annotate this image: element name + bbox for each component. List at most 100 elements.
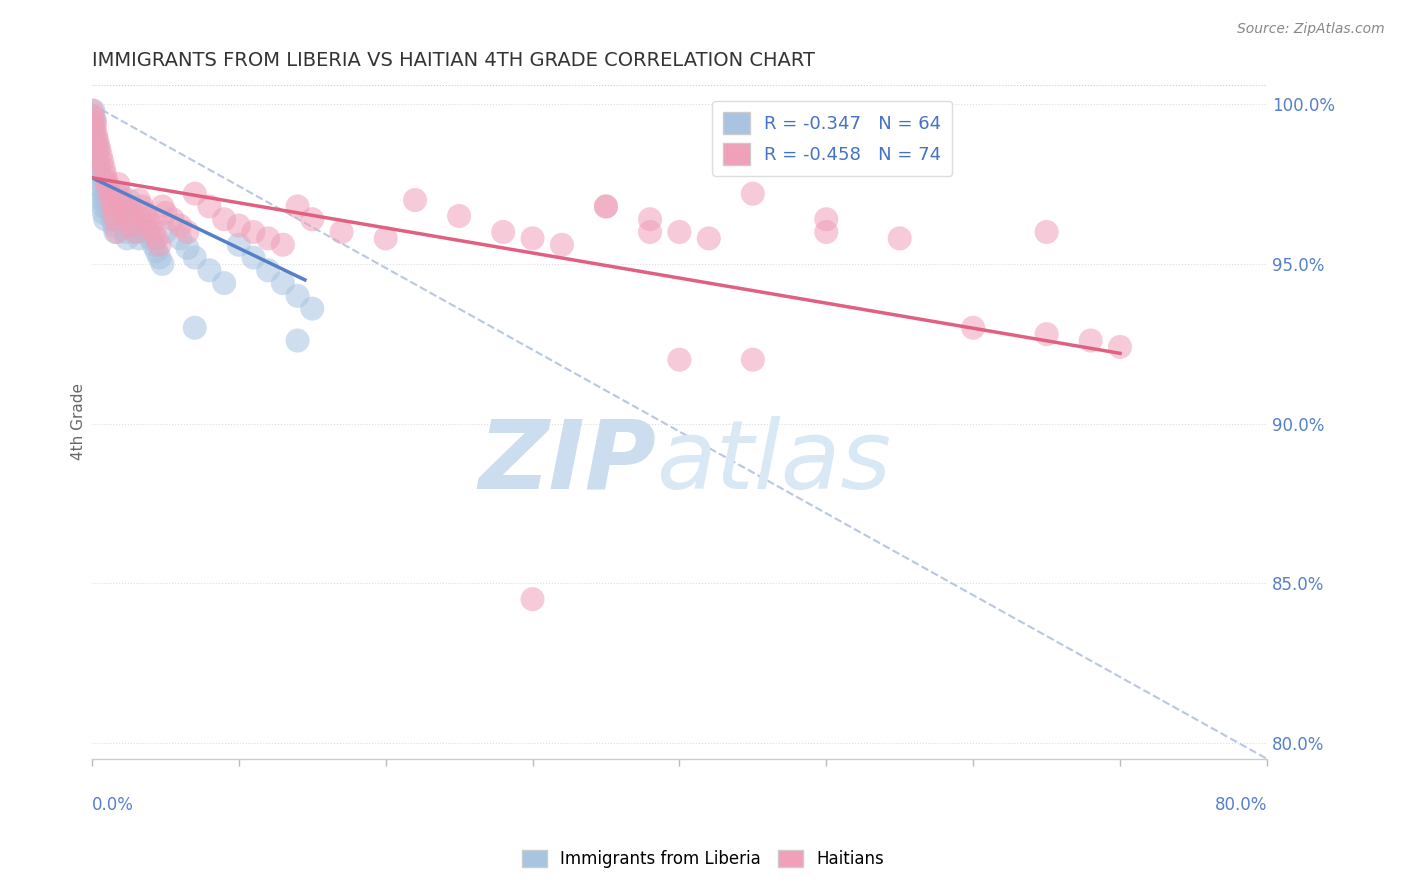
Point	[404, 193, 426, 207]
Point	[522, 592, 544, 607]
Point	[134, 219, 156, 233]
Point	[242, 225, 264, 239]
Point	[155, 225, 177, 239]
Text: IMMIGRANTS FROM LIBERIA VS HAITIAN 4TH GRADE CORRELATION CHART: IMMIGRANTS FROM LIBERIA VS HAITIAN 4TH G…	[91, 51, 815, 70]
Point	[139, 219, 162, 233]
Point	[91, 186, 114, 201]
Point	[287, 289, 309, 303]
Point	[103, 206, 125, 220]
Point	[449, 209, 471, 223]
Point	[120, 212, 142, 227]
Point	[87, 142, 110, 156]
Point	[184, 320, 207, 334]
Point	[287, 199, 309, 213]
Point	[90, 148, 112, 162]
Point	[82, 110, 104, 124]
Text: ZIP: ZIP	[478, 416, 657, 508]
Point	[94, 193, 117, 207]
Point	[136, 212, 159, 227]
Point	[162, 212, 184, 227]
Point	[257, 263, 280, 277]
Point	[94, 212, 117, 227]
Point	[638, 225, 661, 239]
Point	[83, 116, 105, 130]
Point	[301, 212, 323, 227]
Point	[120, 199, 142, 213]
Point	[122, 212, 145, 227]
Point	[125, 225, 148, 239]
Point	[87, 154, 110, 169]
Point	[551, 237, 574, 252]
Point	[741, 186, 763, 201]
Point	[184, 251, 207, 265]
Point	[87, 136, 110, 150]
Point	[169, 219, 191, 233]
Point	[139, 231, 162, 245]
Point	[145, 231, 167, 245]
Point	[815, 225, 838, 239]
Point	[89, 168, 111, 182]
Point	[176, 241, 198, 255]
Point	[198, 263, 221, 277]
Point	[212, 212, 235, 227]
Point	[148, 237, 170, 252]
Point	[94, 168, 117, 182]
Point	[131, 199, 153, 213]
Point	[889, 231, 911, 245]
Point	[101, 212, 124, 227]
Point	[104, 212, 127, 227]
Text: atlas: atlas	[657, 416, 891, 508]
Legend: Immigrants from Liberia, Haitians: Immigrants from Liberia, Haitians	[516, 843, 890, 875]
Point	[115, 206, 138, 220]
Point	[98, 186, 121, 201]
Point	[97, 180, 120, 194]
Point	[1035, 327, 1057, 342]
Point	[145, 244, 167, 259]
Point	[184, 186, 207, 201]
Point	[125, 225, 148, 239]
Point	[595, 199, 617, 213]
Point	[198, 199, 221, 213]
Point	[114, 225, 136, 239]
Point	[96, 174, 118, 188]
Point	[83, 129, 105, 144]
Point	[212, 276, 235, 290]
Point	[330, 225, 353, 239]
Point	[103, 219, 125, 233]
Point	[287, 334, 309, 348]
Point	[118, 193, 141, 207]
Point	[155, 206, 177, 220]
Point	[90, 180, 112, 194]
Point	[96, 177, 118, 191]
Point	[104, 225, 127, 239]
Point	[1109, 340, 1132, 354]
Text: Source: ZipAtlas.com: Source: ZipAtlas.com	[1237, 22, 1385, 37]
Point	[152, 257, 174, 271]
Y-axis label: 4th Grade: 4th Grade	[72, 384, 86, 460]
Point	[83, 123, 105, 137]
Point	[124, 219, 146, 233]
Point	[257, 231, 280, 245]
Point	[100, 193, 122, 207]
Point	[136, 225, 159, 239]
Point	[134, 206, 156, 220]
Point	[107, 177, 129, 191]
Point	[93, 206, 115, 220]
Point	[228, 219, 250, 233]
Point	[271, 276, 294, 290]
Point	[86, 136, 108, 150]
Point	[105, 225, 128, 239]
Point	[97, 193, 120, 207]
Point	[492, 225, 515, 239]
Point	[101, 199, 124, 213]
Point	[668, 225, 690, 239]
Point	[595, 199, 617, 213]
Point	[110, 193, 132, 207]
Point	[93, 199, 115, 213]
Point	[89, 142, 111, 156]
Point	[108, 199, 131, 213]
Point	[668, 352, 690, 367]
Point	[91, 193, 114, 207]
Point	[89, 161, 111, 175]
Point	[242, 251, 264, 265]
